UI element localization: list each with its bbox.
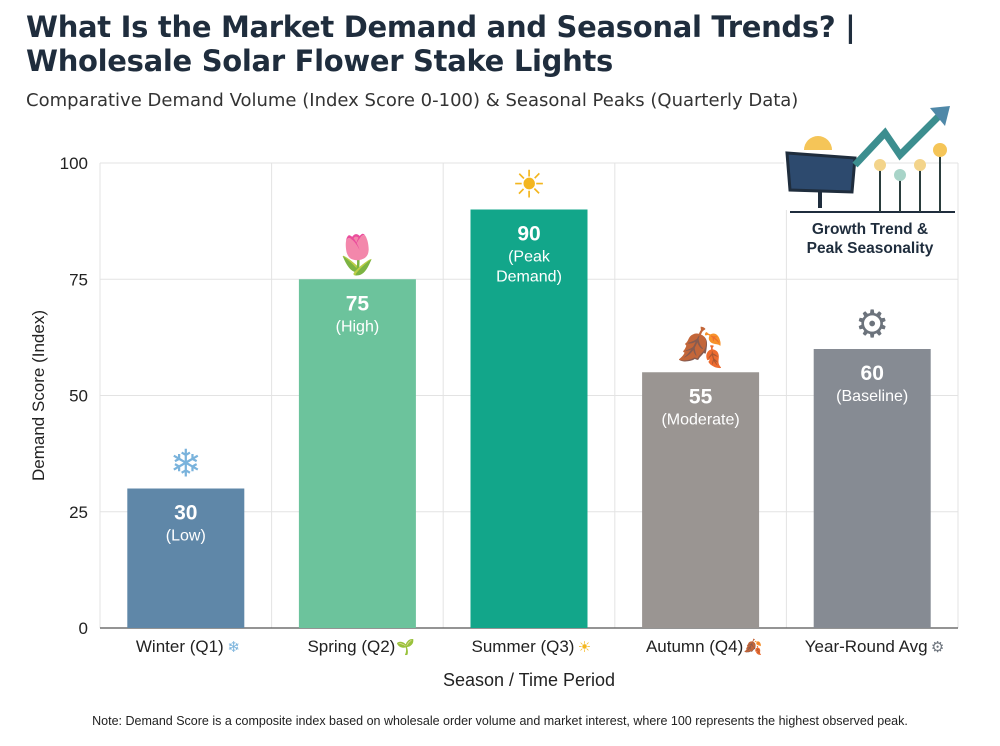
footnote: Note: Demand Score is a composite index … xyxy=(92,714,908,728)
data-label: 60 xyxy=(861,362,884,385)
data-sublabel: (High) xyxy=(336,318,380,335)
badge-line-1: Growth Trend & xyxy=(811,221,929,238)
x-tick-label: Winter (Q1) xyxy=(136,637,224,656)
badge-line-2: Peak Seasonality xyxy=(806,240,934,257)
tick-sprout-icon: 🌱 xyxy=(396,638,415,656)
y-tick-label: 100 xyxy=(60,154,88,173)
sun-icon: ☀ xyxy=(512,165,546,207)
chart-title: What Is the Market Demand and Seasonal T… xyxy=(26,10,856,78)
chart-subtitle: Comparative Demand Volume (Index Score 0… xyxy=(26,90,799,111)
data-sublabel: (Peak xyxy=(508,249,551,266)
snowflake-icon: ❄ xyxy=(170,444,202,486)
data-label: 75 xyxy=(346,292,370,315)
data-sublabel: Demand) xyxy=(496,269,562,286)
y-tick-label: 50 xyxy=(69,387,88,406)
y-tick-label: 75 xyxy=(69,270,88,289)
tick-autumn-leaves-icon: 🍂 xyxy=(744,638,763,656)
bar-3 xyxy=(642,372,760,628)
bar-0 xyxy=(127,488,245,628)
gear-icon: ⚙ xyxy=(855,304,889,346)
data-sublabel: (Baseline) xyxy=(836,388,908,405)
bar-2 xyxy=(470,209,588,628)
bar-4 xyxy=(813,349,931,628)
data-label: 55 xyxy=(689,385,713,408)
tick-gear-icon: ⚙ xyxy=(931,639,944,656)
y-tick-label: 25 xyxy=(69,503,88,522)
tick-sun-icon: ☀ xyxy=(578,639,591,656)
x-tick-label: Year-Round Avg xyxy=(805,637,928,656)
data-label: 30 xyxy=(174,502,197,525)
autumn-leaves-icon: 🍂 xyxy=(677,325,724,369)
title-line-2: Wholesale Solar Flower Stake Lights xyxy=(26,44,613,78)
data-sublabel: (Low) xyxy=(166,528,206,545)
y-tick-label: 0 xyxy=(79,619,88,638)
x-axis-label: Season / Time Period xyxy=(443,670,615,690)
x-tick-label: Spring (Q2) xyxy=(307,637,395,656)
growth-badge: Growth Trend & Peak Seasonality xyxy=(782,220,958,258)
y-axis-label: Demand Score (Index) xyxy=(29,310,48,481)
solar-panel-growth-icon xyxy=(784,106,955,213)
title-line-1: What Is the Market Demand and Seasonal T… xyxy=(26,10,856,44)
x-tick-label: Autumn (Q4) xyxy=(646,637,743,656)
tulip-icon: 🌷 xyxy=(334,232,381,276)
data-sublabel: (Moderate) xyxy=(661,411,739,428)
data-label: 90 xyxy=(517,223,540,246)
tick-snowflake-icon: ❄ xyxy=(227,639,240,656)
x-tick-label: Summer (Q3) xyxy=(472,637,575,656)
bar-1 xyxy=(298,279,416,628)
